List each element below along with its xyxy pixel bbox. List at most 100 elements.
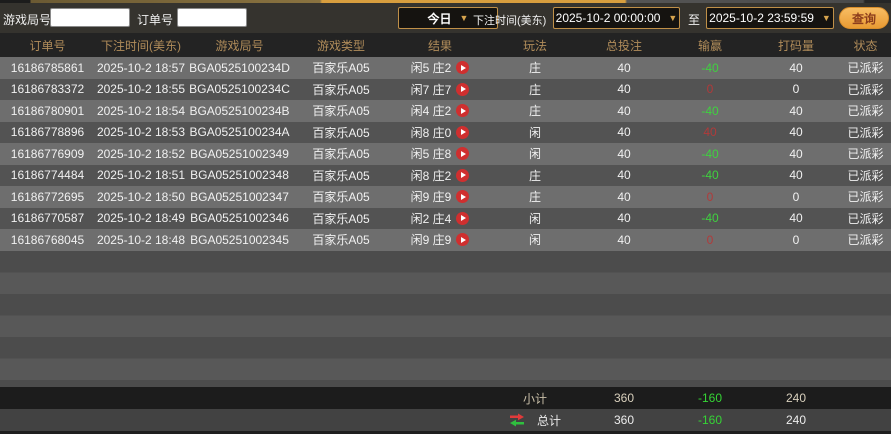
total-bet-cell: 40	[617, 211, 631, 226]
play-type-cell: 闲	[528, 147, 541, 162]
result-cell: 闲5 庄8	[390, 145, 490, 162]
order-no-cell: 16186783372	[10, 82, 85, 97]
turnover-cell: 40	[789, 60, 803, 75]
chevron-down-icon: ▼	[821, 13, 831, 23]
subtotal-label: 小计	[522, 391, 547, 406]
bet-time-cell: 2025-10-2 18:50	[96, 189, 186, 204]
replay-icon[interactable]	[456, 125, 470, 139]
profit-loss-swap-icon	[509, 413, 524, 427]
turnover-cell: 0	[792, 232, 800, 247]
table-row[interactable]: 16186776909 2025-10-2 18:52 BGA052510023…	[0, 143, 891, 165]
filter-toolbar: 游戏局号 订单号 今日 ▼ 下注时间(美东) 2025-10-2 00:00:0…	[0, 3, 891, 33]
replay-icon[interactable]	[456, 61, 470, 75]
total-bet-cell: 40	[617, 82, 631, 97]
end-time-value: 2025-10-2 23:59:59	[709, 11, 814, 25]
game-round-cell: BGA05251002347	[190, 189, 289, 204]
play-type-cell: 庄	[528, 82, 541, 97]
grand-total-turnover: 240	[785, 413, 807, 427]
column-header: 游戏类型	[316, 38, 365, 53]
total-bet-cell: 40	[617, 103, 631, 118]
replay-icon[interactable]	[456, 190, 470, 204]
order-no-input[interactable]	[177, 8, 247, 27]
table-row[interactable]: 16186785861 2025-10-2 18:57 BGA052510023…	[0, 57, 891, 79]
win-loss-cell: -40	[701, 146, 719, 161]
grand-total-row: 总计 360 -160 240	[0, 409, 891, 431]
game-round-cell: BGA05251002345	[190, 232, 289, 247]
replay-icon[interactable]	[456, 211, 470, 225]
table-row[interactable]: 16186770587 2025-10-2 18:49 BGA052510023…	[0, 207, 891, 229]
replay-icon[interactable]	[456, 82, 470, 96]
result-text: 闲4 庄2	[410, 104, 452, 119]
start-time-dropdown[interactable]: 2025-10-2 00:00:00 ▼	[553, 7, 680, 29]
play-type-cell: 闲	[528, 211, 541, 226]
bet-time-cell: 2025-10-2 18:52	[96, 146, 186, 161]
game-round-cell: BGA05251002349	[190, 146, 289, 161]
result-cell: 闲8 庄2	[390, 167, 490, 184]
date-preset-value: 今日	[427, 11, 452, 26]
turnover-cell: 0	[792, 189, 800, 204]
empty-rows-area	[0, 250, 891, 387]
grand-total-win-loss: -160	[697, 413, 723, 427]
status-cell: 已派彩	[847, 211, 884, 226]
bet-time-cell: 2025-10-2 18:49	[96, 211, 186, 226]
table-row[interactable]: 16186774484 2025-10-2 18:51 BGA052510023…	[0, 164, 891, 186]
win-loss-cell: -40	[701, 211, 719, 226]
game-round-input[interactable]	[50, 8, 130, 27]
chevron-down-icon: ▼	[459, 13, 469, 23]
game-type-cell: 百家乐A05	[312, 168, 370, 183]
game-type-cell: 百家乐A05	[312, 233, 370, 248]
order-no-cell: 16186785861	[10, 60, 85, 75]
replay-icon[interactable]	[456, 168, 470, 182]
game-round-cell: BGA05251002346	[190, 211, 289, 226]
game-round-cell: BGA0525100234B	[189, 103, 290, 118]
end-time-dropdown[interactable]: 2025-10-2 23:59:59 ▼	[706, 7, 834, 29]
turnover-cell: 40	[789, 168, 803, 183]
replay-icon[interactable]	[456, 233, 470, 247]
order-no-cell: 16186776909	[10, 146, 85, 161]
game-type-cell: 百家乐A05	[312, 82, 370, 97]
result-cell: 闲7 庄7	[390, 81, 490, 98]
replay-icon[interactable]	[456, 147, 470, 161]
play-type-cell: 闲	[528, 233, 541, 248]
bet-time-cell: 2025-10-2 18:57	[96, 60, 186, 75]
win-loss-cell: -40	[701, 103, 719, 118]
replay-icon[interactable]	[456, 104, 470, 118]
play-type-cell: 庄	[528, 168, 541, 183]
column-header: 游戏局号	[215, 38, 264, 53]
result-text: 闲5 庄8	[410, 147, 452, 162]
order-no-cell: 16186778896	[10, 125, 85, 140]
total-bet-cell: 40	[617, 168, 631, 183]
turnover-cell: 0	[792, 82, 800, 97]
game-type-cell: 百家乐A05	[312, 61, 370, 76]
table-row[interactable]: 16186783372 2025-10-2 18:55 BGA052510023…	[0, 78, 891, 100]
search-button[interactable]: 查询	[839, 7, 889, 29]
turnover-cell: 40	[789, 146, 803, 161]
table-row[interactable]: 16186778896 2025-10-2 18:53 BGA052510023…	[0, 121, 891, 143]
date-preset-dropdown[interactable]: 今日 ▼	[398, 7, 498, 29]
subtotal-turnover: 240	[785, 391, 807, 405]
table-row[interactable]: 16186768045 2025-10-2 18:48 BGA052510023…	[0, 229, 891, 251]
table-header-row: 订单号 下注时间(美东) 游戏局号 游戏类型 结果 玩法 总投注 输赢 打码量 状态	[0, 33, 891, 57]
status-cell: 已派彩	[847, 190, 884, 205]
game-round-label: 游戏局号	[3, 13, 52, 27]
order-no-cell: 16186772695	[10, 189, 85, 204]
turnover-cell: 40	[789, 125, 803, 140]
result-cell: 闲9 庄9	[390, 231, 490, 248]
game-type-cell: 百家乐A05	[312, 147, 370, 162]
game-round-cell: BGA0525100234A	[189, 125, 290, 140]
result-cell: 闲9 庄9	[390, 188, 490, 205]
game-type-cell: 百家乐A05	[312, 125, 370, 140]
column-header: 订单号	[29, 38, 66, 53]
play-type-cell: 庄	[528, 104, 541, 119]
table-row[interactable]: 16186772695 2025-10-2 18:50 BGA052510023…	[0, 186, 891, 208]
bet-time-cell: 2025-10-2 18:55	[96, 82, 186, 97]
table-row[interactable]: 16186780901 2025-10-2 18:54 BGA052510023…	[0, 100, 891, 122]
column-header: 状态	[853, 38, 878, 53]
order-no-cell: 16186770587	[10, 211, 85, 226]
order-no-cell: 16186780901	[10, 103, 85, 118]
result-cell: 闲2 庄4	[390, 210, 490, 227]
status-cell: 已派彩	[847, 82, 884, 97]
status-cell: 已派彩	[847, 168, 884, 183]
win-loss-cell: -40	[701, 60, 719, 75]
